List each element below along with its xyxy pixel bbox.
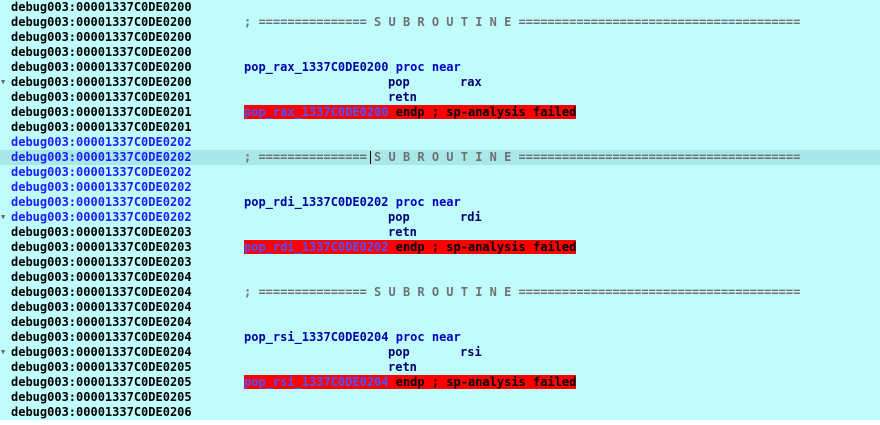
listing-line[interactable]: debug003:00001337C0DE0201	[0, 120, 880, 135]
proc-label[interactable]: pop_rsi_1337C0DE0204	[244, 330, 389, 344]
listing-line[interactable]: debug003:00001337C0DE0202 ; =============…	[0, 150, 880, 165]
listing-line[interactable]: debug003:00001337C0DE0202	[0, 165, 880, 180]
line-address: debug003:00001337C0DE0202	[11, 195, 192, 209]
listing-line[interactable]: debug003:00001337C0DE0205 retn	[0, 360, 880, 375]
line-address: debug003:00001337C0DE0200	[11, 15, 192, 29]
endp-comment: endp ; sp-analysis failed	[388, 105, 577, 119]
listing-line[interactable]: debug003:00001337C0DE0201 pop_rax_1337C0D…	[0, 105, 880, 120]
instruction-mnemonic[interactable]: retn	[388, 225, 417, 239]
sp-analysis-failed-highlight: pop_rdi_1337C0DE0202 endp ; sp-analysis …	[244, 240, 577, 254]
instruction-operand[interactable]: rdi	[460, 210, 482, 224]
listing-line[interactable]: debug003:00001337C0DE0202 pop_rdi_1337C0D…	[0, 195, 880, 210]
listing-line[interactable]: ▼ debug003:00001337C0DE0202 pop rdi	[0, 210, 880, 225]
listing-line[interactable]: debug003:00001337C0DE0205	[0, 390, 880, 405]
line-address: debug003:00001337C0DE0200	[11, 0, 192, 14]
line-address: debug003:00001337C0DE0202	[11, 150, 192, 164]
endp-line: pop_rsi_1337C0DE0204 endp ; sp-analysis …	[244, 375, 577, 390]
separator-text: ; =============== S U B R O U T I N E ==…	[244, 285, 801, 299]
flow-arrow-icon[interactable]: ▼	[1, 78, 6, 86]
listing-line[interactable]: debug003:00001337C0DE0204 pop_rsi_1337C0D…	[0, 330, 880, 345]
listing-line[interactable]: debug003:00001337C0DE0202	[0, 180, 880, 195]
line-address: debug003:00001337C0DE0204	[11, 285, 192, 299]
proc-keyword: proc near	[395, 330, 461, 344]
line-address: debug003:00001337C0DE0203	[11, 240, 192, 254]
subroutine-separator: ; =============== S U B R O U T I N E ==…	[244, 15, 800, 30]
listing-line[interactable]: debug003:00001337C0DE0204	[0, 300, 880, 315]
listing-line[interactable]: ▼ debug003:00001337C0DE0204 pop rsi	[0, 345, 880, 360]
subroutine-separator: ; =============== S U B R O U T I N E ==…	[244, 285, 800, 300]
line-address: debug003:00001337C0DE0204	[11, 300, 192, 314]
endp-comment: endp ; sp-analysis failed	[388, 375, 577, 389]
line-address: debug003:00001337C0DE0200	[11, 30, 192, 44]
proc-declaration: pop_rax_1337C0DE0200 proc near	[244, 60, 461, 75]
separator-text: ; =============== S U B R O U T I N E ==…	[244, 15, 801, 29]
sp-analysis-failed-highlight: pop_rax_1337C0DE0200 endp ; sp-analysis …	[244, 105, 577, 119]
line-address: debug003:00001337C0DE0200	[11, 75, 192, 89]
instruction-mnemonic[interactable]: retn	[388, 90, 417, 104]
line-address: debug003:00001337C0DE0202	[11, 180, 192, 194]
line-address: debug003:00001337C0DE0204	[11, 345, 192, 359]
proc-label[interactable]: pop_rax_1337C0DE0200	[244, 60, 389, 74]
line-address: debug003:00001337C0DE0202	[11, 135, 192, 149]
line-address: debug003:00001337C0DE0201	[11, 120, 192, 134]
listing-line[interactable]: debug003:00001337C0DE0202	[0, 135, 880, 150]
flow-arrow-icon[interactable]: ▼	[1, 348, 6, 356]
listing-line[interactable]: debug003:00001337C0DE0205 pop_rsi_1337C0D…	[0, 375, 880, 390]
proc-keyword: proc near	[395, 60, 461, 74]
line-address: debug003:00001337C0DE0200	[11, 60, 192, 74]
endp-label[interactable]: pop_rax_1337C0DE0200	[244, 105, 389, 119]
listing-line[interactable]: debug003:00001337C0DE0204	[0, 270, 880, 285]
line-address: debug003:00001337C0DE0201	[11, 105, 192, 119]
line-address: debug003:00001337C0DE0200	[11, 45, 192, 59]
instruction-mnemonic[interactable]: pop	[388, 210, 410, 224]
sp-analysis-failed-highlight: pop_rsi_1337C0DE0204 endp ; sp-analysis …	[244, 375, 577, 389]
line-address: debug003:00001337C0DE0205	[11, 360, 192, 374]
listing-line[interactable]: debug003:00001337C0DE0203 pop_rdi_1337C0D…	[0, 240, 880, 255]
line-address: debug003:00001337C0DE0204	[11, 315, 192, 329]
line-address: debug003:00001337C0DE0206	[11, 405, 192, 419]
listing-line[interactable]: debug003:00001337C0DE0200 pop_rax_1337C0D…	[0, 60, 880, 75]
line-address: debug003:00001337C0DE0202	[11, 210, 192, 224]
line-address: debug003:00001337C0DE0204	[11, 270, 192, 284]
listing-line[interactable]: debug003:00001337C0DE0203	[0, 255, 880, 270]
instruction-mnemonic[interactable]: pop	[388, 75, 410, 89]
proc-declaration: pop_rsi_1337C0DE0204 proc near	[244, 330, 461, 345]
listing-line[interactable]: debug003:00001337C0DE0204 ; =============…	[0, 285, 880, 300]
instruction-mnemonic[interactable]: pop	[388, 345, 410, 359]
line-address: debug003:00001337C0DE0201	[11, 90, 192, 104]
listing-line[interactable]: debug003:00001337C0DE0200	[0, 0, 880, 15]
line-address: debug003:00001337C0DE0204	[11, 330, 192, 344]
line-address: debug003:00001337C0DE0205	[11, 390, 192, 404]
listing-line[interactable]: debug003:00001337C0DE0200	[0, 30, 880, 45]
endp-comment: endp ; sp-analysis failed	[388, 240, 577, 254]
subroutine-separator: ; =============== S U B R O U T I N E ==…	[244, 150, 800, 165]
endp-line: pop_rdi_1337C0DE0202 endp ; sp-analysis …	[244, 240, 577, 255]
listing-line[interactable]: debug003:00001337C0DE0200	[0, 45, 880, 60]
listing-line[interactable]: debug003:00001337C0DE0206	[0, 405, 880, 420]
proc-declaration: pop_rdi_1337C0DE0202 proc near	[244, 195, 461, 210]
proc-label[interactable]: pop_rdi_1337C0DE0202	[244, 195, 389, 209]
listing-line[interactable]: debug003:00001337C0DE0201 retn	[0, 90, 880, 105]
instruction-operand[interactable]: rsi	[460, 345, 482, 359]
endp-line: pop_rax_1337C0DE0200 endp ; sp-analysis …	[244, 105, 577, 120]
line-address: debug003:00001337C0DE0205	[11, 375, 192, 389]
flow-arrow-icon[interactable]: ▼	[1, 213, 6, 221]
proc-keyword: proc near	[395, 195, 461, 209]
endp-label[interactable]: pop_rsi_1337C0DE0204	[244, 375, 389, 389]
listing-line[interactable]: ▼ debug003:00001337C0DE0200 pop rax	[0, 75, 880, 90]
status-bar	[0, 420, 880, 425]
listing-line[interactable]: debug003:00001337C0DE0203 retn	[0, 225, 880, 240]
separator-text: ; =============== S U B R O U T I N E ==…	[244, 150, 801, 164]
line-address: debug003:00001337C0DE0202	[11, 165, 192, 179]
listing-line[interactable]: debug003:00001337C0DE0200 ; =============…	[0, 15, 880, 30]
instruction-mnemonic[interactable]: retn	[388, 360, 417, 374]
listing-line[interactable]: debug003:00001337C0DE0204	[0, 315, 880, 330]
line-address: debug003:00001337C0DE0203	[11, 255, 192, 269]
line-address: debug003:00001337C0DE0203	[11, 225, 192, 239]
endp-label[interactable]: pop_rdi_1337C0DE0202	[244, 240, 389, 254]
instruction-operand[interactable]: rax	[460, 75, 482, 89]
text-cursor	[370, 151, 371, 164]
